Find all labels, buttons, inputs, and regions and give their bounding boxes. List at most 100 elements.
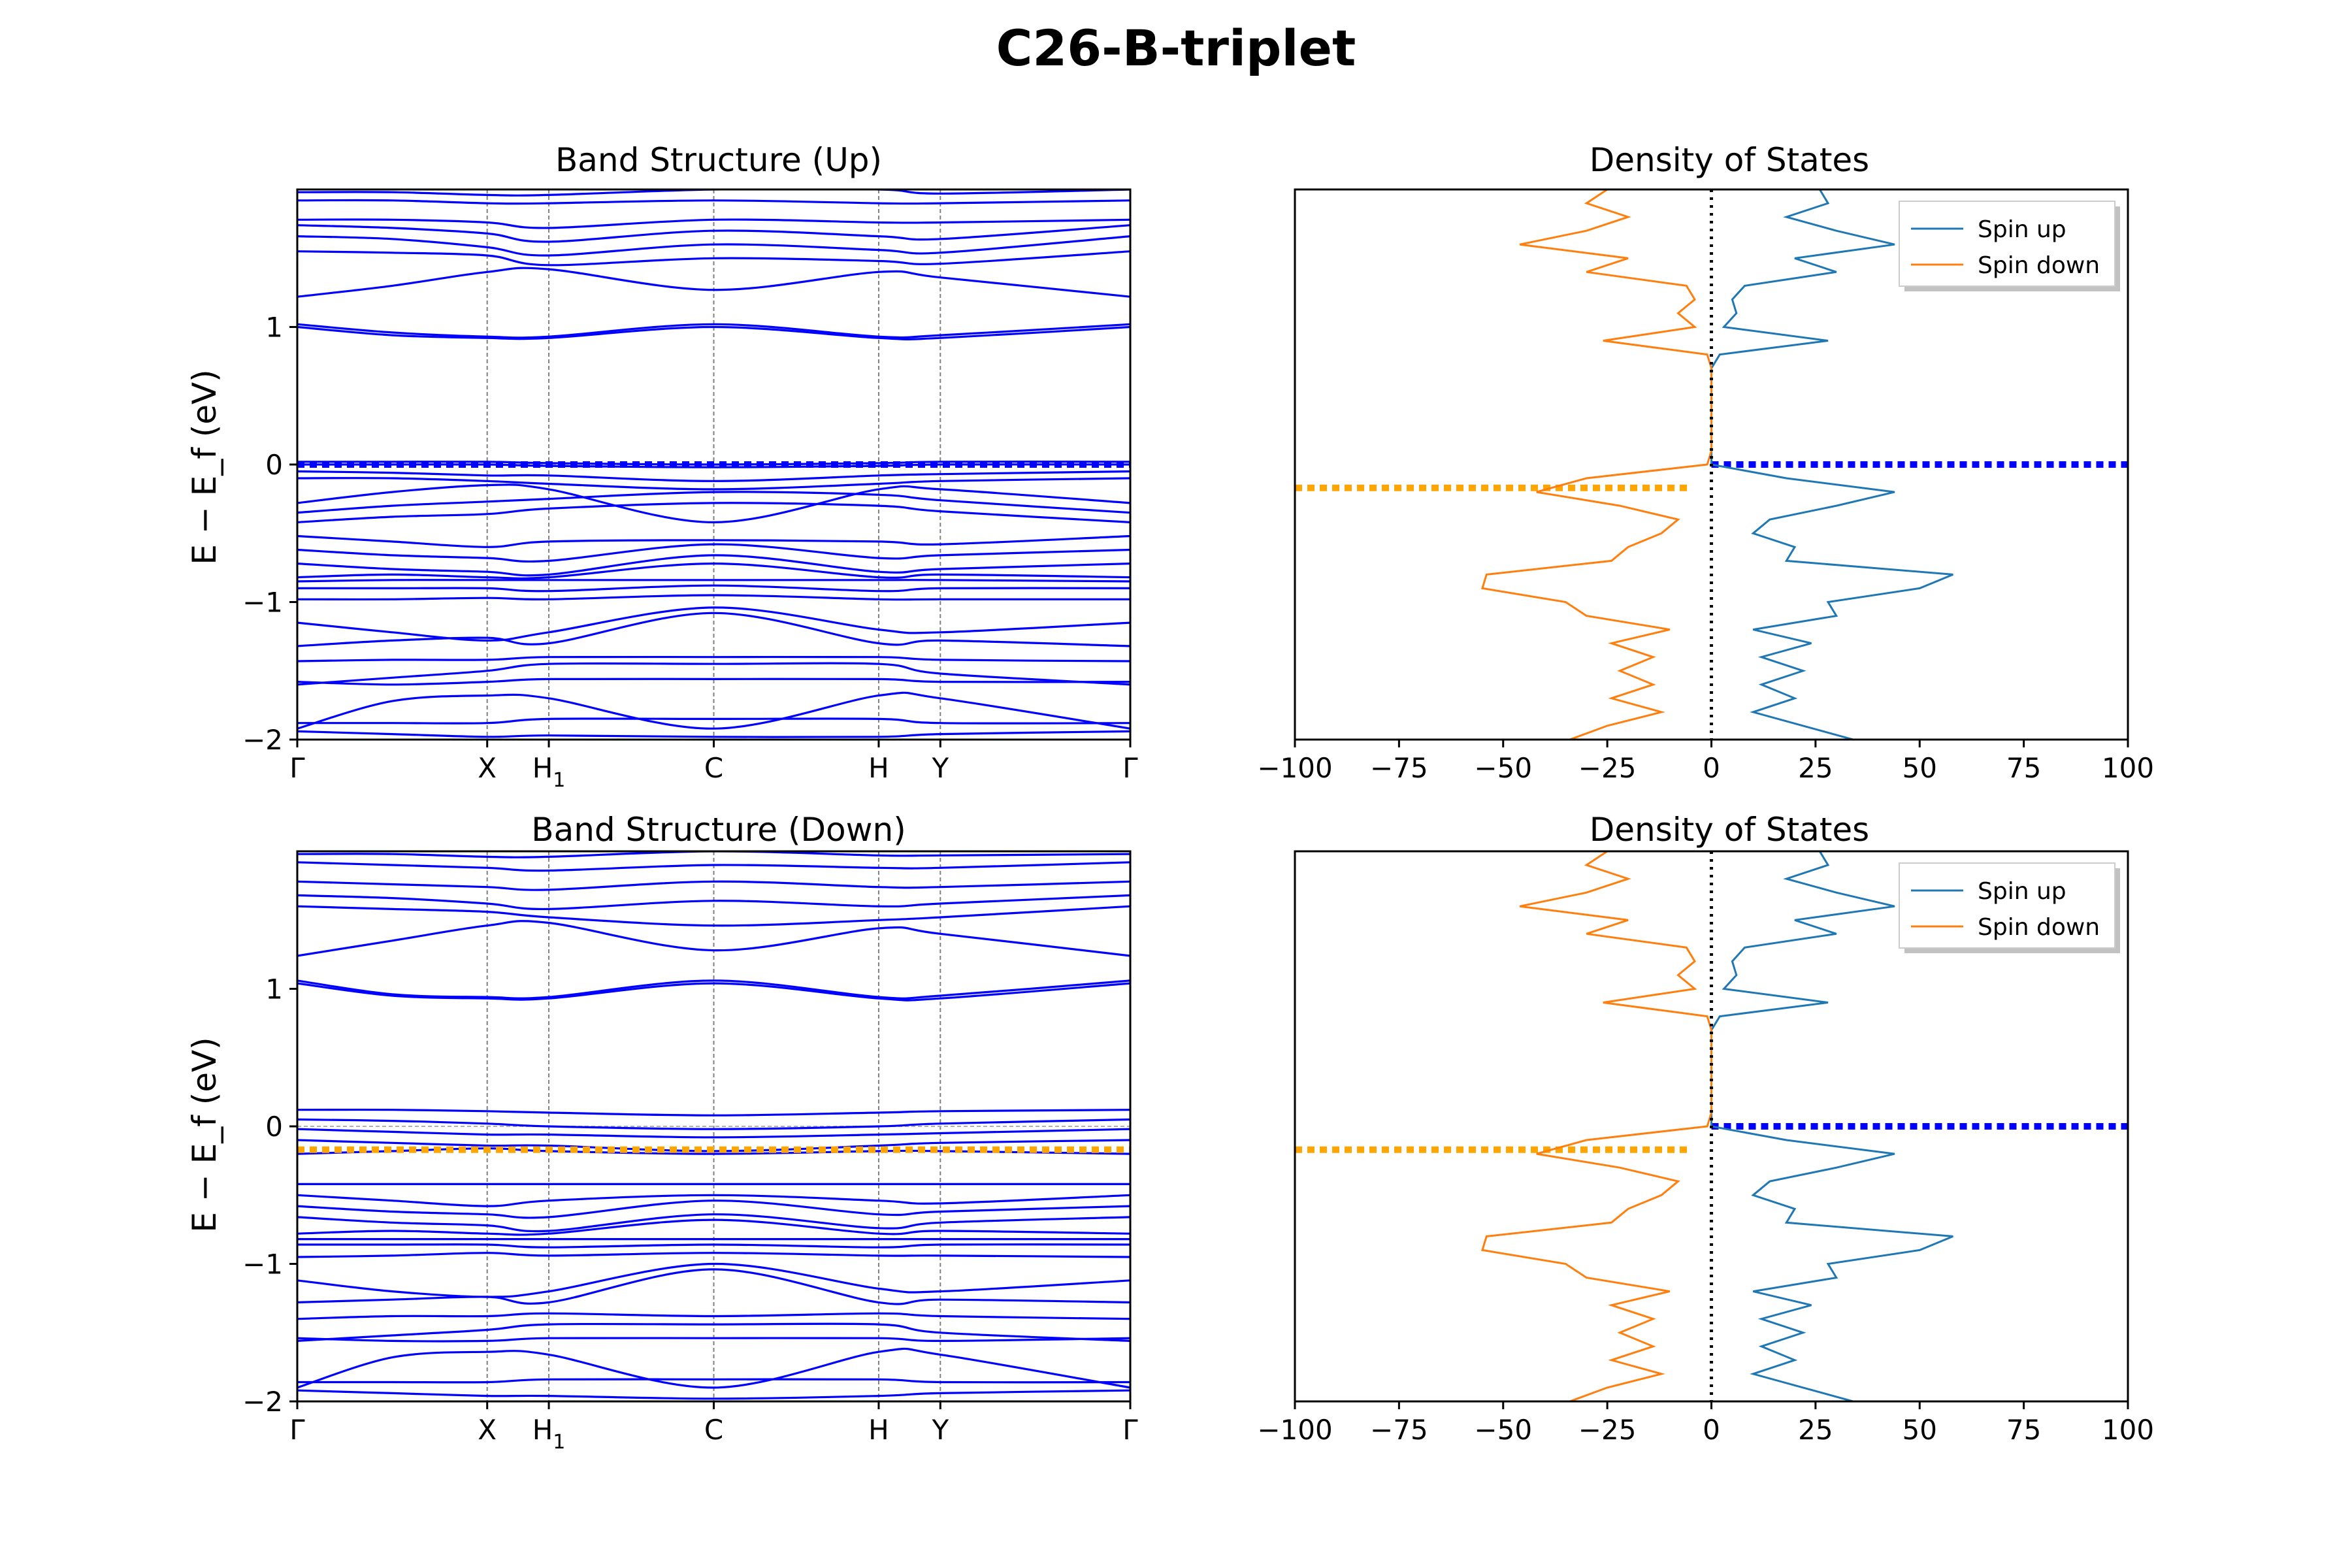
band-line <box>297 1118 1130 1130</box>
band-line <box>297 224 1130 243</box>
kpoint-label: Y <box>931 752 949 784</box>
y-tick-label: −1 <box>242 587 283 619</box>
kpoint-label: X <box>478 752 497 784</box>
y-tick-label: 0 <box>265 1111 283 1143</box>
kpoint-label: Γ <box>289 752 305 784</box>
x-tick-label: −100 <box>1257 752 1332 784</box>
dos-top-title: Density of States <box>1590 141 1869 179</box>
x-tick-label: −50 <box>1474 1414 1532 1446</box>
band-line <box>297 905 1130 927</box>
band-line <box>297 250 1130 267</box>
band-line <box>297 880 1130 891</box>
legend-entry: Spin down <box>1978 914 2100 941</box>
band-line <box>297 982 1130 1002</box>
kpoint-label: Γ <box>1122 752 1138 784</box>
band-line <box>297 562 1130 580</box>
y-tick-label: −2 <box>242 1386 283 1418</box>
band-line <box>297 554 1130 577</box>
dos-top-panel: Density of States −100 −75 −50 −25 0 25 50 75 10… <box>1257 141 2154 784</box>
band-line <box>297 612 1130 647</box>
legend-box <box>1899 862 2115 949</box>
band-down-title: Band Structure (Down) <box>531 811 906 849</box>
dos-line-spin-down <box>1480 189 1712 740</box>
kpoint-label: Y <box>931 1414 949 1446</box>
kpoint-label: C <box>704 1414 723 1446</box>
band-line <box>297 979 1130 1000</box>
band-line <box>297 534 1130 548</box>
band-line <box>297 199 1130 205</box>
band-line <box>297 861 1130 872</box>
band-line <box>297 543 1130 563</box>
band-down-ylabel: E − E_f (eV) <box>186 1037 223 1232</box>
x-tick-label: 0 <box>1703 1414 1720 1446</box>
band-line <box>297 1108 1130 1117</box>
legend-entry: Spin up <box>1978 878 2066 905</box>
band-line <box>297 606 1130 642</box>
band-line <box>297 678 1130 686</box>
x-tick-label: 25 <box>1798 1414 1833 1446</box>
y-tick-label: −2 <box>242 724 283 756</box>
x-tick-label: 50 <box>1903 1414 1937 1446</box>
band-up-title: Band Structure (Up) <box>555 141 882 179</box>
x-tick-label: −75 <box>1370 1414 1428 1446</box>
y-tick-label: 1 <box>265 312 283 344</box>
band-line <box>297 477 1130 491</box>
legend-box <box>1899 201 2115 287</box>
band-up-ylabel: E − E_f (eV) <box>186 369 223 564</box>
band-up-panel: Band Structure (Up) E − E_f (eV) −2 −1 0 1 Γ… <box>186 141 1138 792</box>
band-line <box>297 218 1130 229</box>
bands-group <box>297 189 1130 738</box>
bands-group <box>297 851 1130 1400</box>
x-tick-label: 50 <box>1903 752 1937 784</box>
kpoint-subscript: 1 <box>553 1431 565 1454</box>
legend-entry: Spin up <box>1978 216 2066 243</box>
band-line <box>297 1194 1130 1207</box>
dos-bottom-title: Density of States <box>1590 811 1869 849</box>
x-tick-label: 100 <box>2102 752 2154 784</box>
x-tick-label: −50 <box>1474 752 1532 784</box>
x-tick-label: −100 <box>1257 1414 1332 1446</box>
band-line <box>297 691 1130 730</box>
band-line <box>297 1347 1130 1389</box>
band-line <box>297 267 1130 298</box>
x-tick-label: 100 <box>2102 1414 2154 1446</box>
band-line <box>297 1312 1130 1320</box>
x-tick-label: −25 <box>1578 752 1637 784</box>
band-line <box>297 470 1130 482</box>
band-line <box>297 1218 1130 1236</box>
band-line <box>297 594 1130 601</box>
band-line <box>297 894 1130 911</box>
kpoint-label: H1 <box>532 752 566 792</box>
band-line <box>297 1128 1130 1139</box>
x-tick-label: −25 <box>1578 1414 1637 1446</box>
band-line <box>297 1139 1130 1152</box>
band-line <box>297 1262 1130 1298</box>
band-down-panel: Band Structure (Down) E − E_f (eV) −2 −1 0… <box>186 811 1138 1454</box>
figure-title: C26-B-triplet <box>996 19 1356 77</box>
band-line <box>297 1213 1130 1233</box>
kpoint-subscript: 1 <box>553 769 565 792</box>
x-tick-label: 0 <box>1703 752 1720 784</box>
band-line <box>297 483 1130 524</box>
kpoint-label: Γ <box>289 1414 305 1446</box>
band-line <box>297 325 1130 340</box>
dos-line-spin-down <box>1480 851 1712 1401</box>
band-line <box>297 323 1130 339</box>
band-line <box>297 579 1130 583</box>
y-tick-label: 1 <box>265 973 283 1005</box>
kpoint-label: C <box>704 752 723 784</box>
band-line <box>297 662 1130 686</box>
kpoint-label: X <box>478 1414 497 1446</box>
y-tick-label: 0 <box>265 449 283 481</box>
kpoint-label: Γ <box>1122 1414 1138 1446</box>
band-line <box>297 1389 1130 1400</box>
x-tick-label: 75 <box>2006 1414 2041 1446</box>
kpoint-label: H <box>868 1414 889 1446</box>
dos-bottom-panel: Density of States −100 −75 −50 −25 0 25 50 75 10… <box>1257 811 2154 1446</box>
band-line <box>297 1268 1130 1305</box>
band-line <box>297 1252 1130 1258</box>
legend-entry: Spin down <box>1978 252 2100 279</box>
band-line <box>297 730 1130 738</box>
band-line <box>297 1243 1130 1249</box>
